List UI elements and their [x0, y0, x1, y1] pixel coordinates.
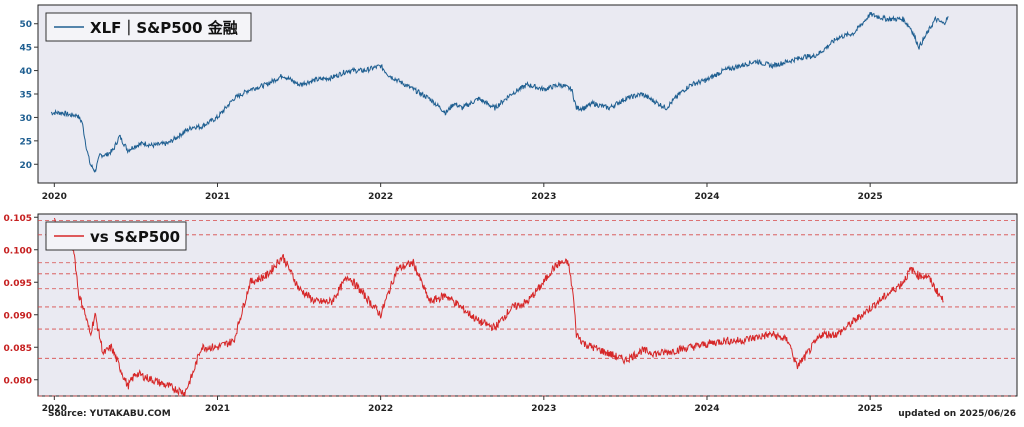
- ratio-plot-area: [37, 213, 1018, 397]
- x-tick-label-1: 2021: [205, 404, 230, 414]
- y-tick-label-3: 35: [19, 91, 32, 101]
- x-tick-label-0: 2020: [42, 192, 67, 202]
- y-tick-label-2: 0.090: [4, 311, 32, 321]
- y-tick-label-0: 20: [19, 161, 32, 171]
- y-tick-label-5: 45: [19, 44, 32, 54]
- y-tick-label-4: 0.100: [4, 246, 32, 256]
- y-tick-label-4: 40: [19, 67, 32, 77]
- y-tick-label-3: 0.095: [4, 279, 32, 289]
- y-tick-label-6: 50: [19, 20, 32, 30]
- x-tick-label-0: 2020: [42, 404, 67, 414]
- price-series-line: [50, 11, 949, 173]
- y-tick-label-5: 0.105: [4, 214, 32, 224]
- x-tick-label-3: 2023: [531, 404, 556, 414]
- ratio-chart-panel: 0.080 0.085 0.090 0.095 0.100 0.105 2020 2021 20…: [4, 213, 1018, 414]
- ratio-series-line: [53, 217, 944, 396]
- y-tick-label-2: 30: [19, 114, 32, 124]
- y-tick-label-1: 25: [19, 137, 32, 147]
- x-tick-label-2: 2022: [368, 404, 393, 414]
- x-tick-label-3: 2023: [531, 192, 556, 202]
- x-tick-label-4: 2024: [694, 192, 719, 202]
- price-legend-label: XLF｜S&P500 金融: [90, 19, 238, 37]
- ratio-legend-label: vs S&P500: [90, 228, 180, 246]
- x-tick-label-1: 2021: [205, 192, 230, 202]
- x-tick-label-5: 2025: [858, 192, 883, 202]
- x-tick-label-5: 2025: [858, 404, 883, 414]
- y-tick-label-0: 0.080: [4, 376, 32, 386]
- y-tick-label-1: 0.085: [4, 344, 32, 354]
- x-tick-label-4: 2024: [694, 404, 719, 414]
- x-tick-label-2: 2022: [368, 192, 393, 202]
- updated-label: updated on 2025/06/26: [898, 409, 1016, 419]
- source-label: Source: YUTAKABU.COM: [48, 409, 171, 419]
